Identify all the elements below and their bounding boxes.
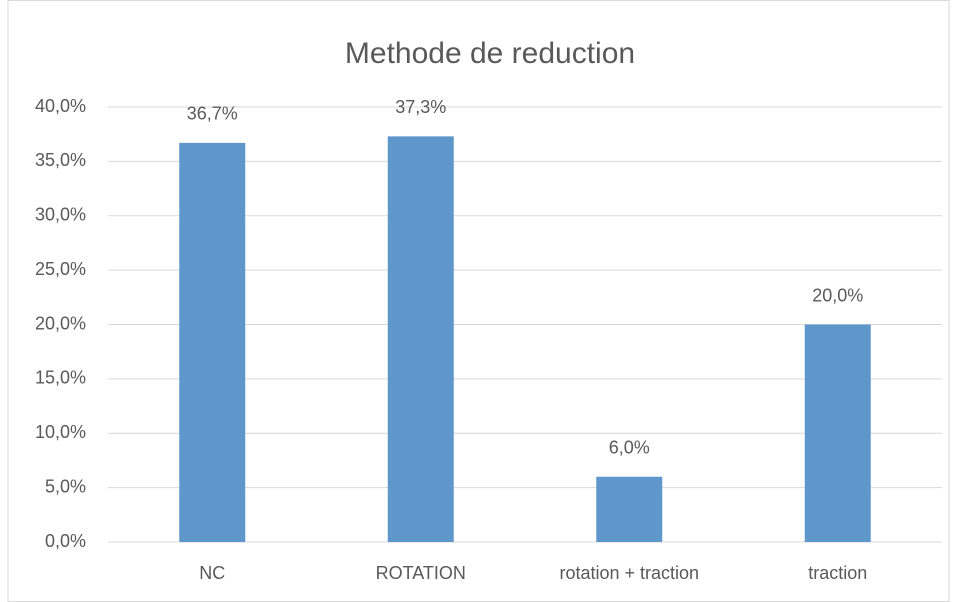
data-label: 37,3% [395,97,446,117]
data-label: 20,0% [812,285,863,305]
y-tick-label: 15,0% [35,368,86,388]
bar [179,142,246,542]
chart-frame [7,0,950,602]
bar [387,136,454,543]
y-tick-label: 10,0% [35,422,86,442]
x-tick-label: rotation + traction [559,563,699,583]
y-tick-label: 25,0% [35,259,86,279]
data-label: 36,7% [187,104,238,124]
y-tick-label: 5,0% [45,476,86,496]
chart-title: Methode de reduction [345,37,635,70]
x-tick-label: ROTATION [376,563,466,583]
x-tick-label: traction [808,563,867,583]
x-tick-label: NC [199,563,225,583]
bar [804,324,871,542]
y-tick-label: 30,0% [35,205,86,225]
y-tick-label: 20,0% [35,313,86,333]
data-label: 6,0% [609,438,650,458]
bar [596,476,663,542]
y-tick-label: 40,0% [35,96,86,116]
y-tick-label: 0,0% [45,531,86,551]
y-tick-label: 35,0% [35,150,86,170]
